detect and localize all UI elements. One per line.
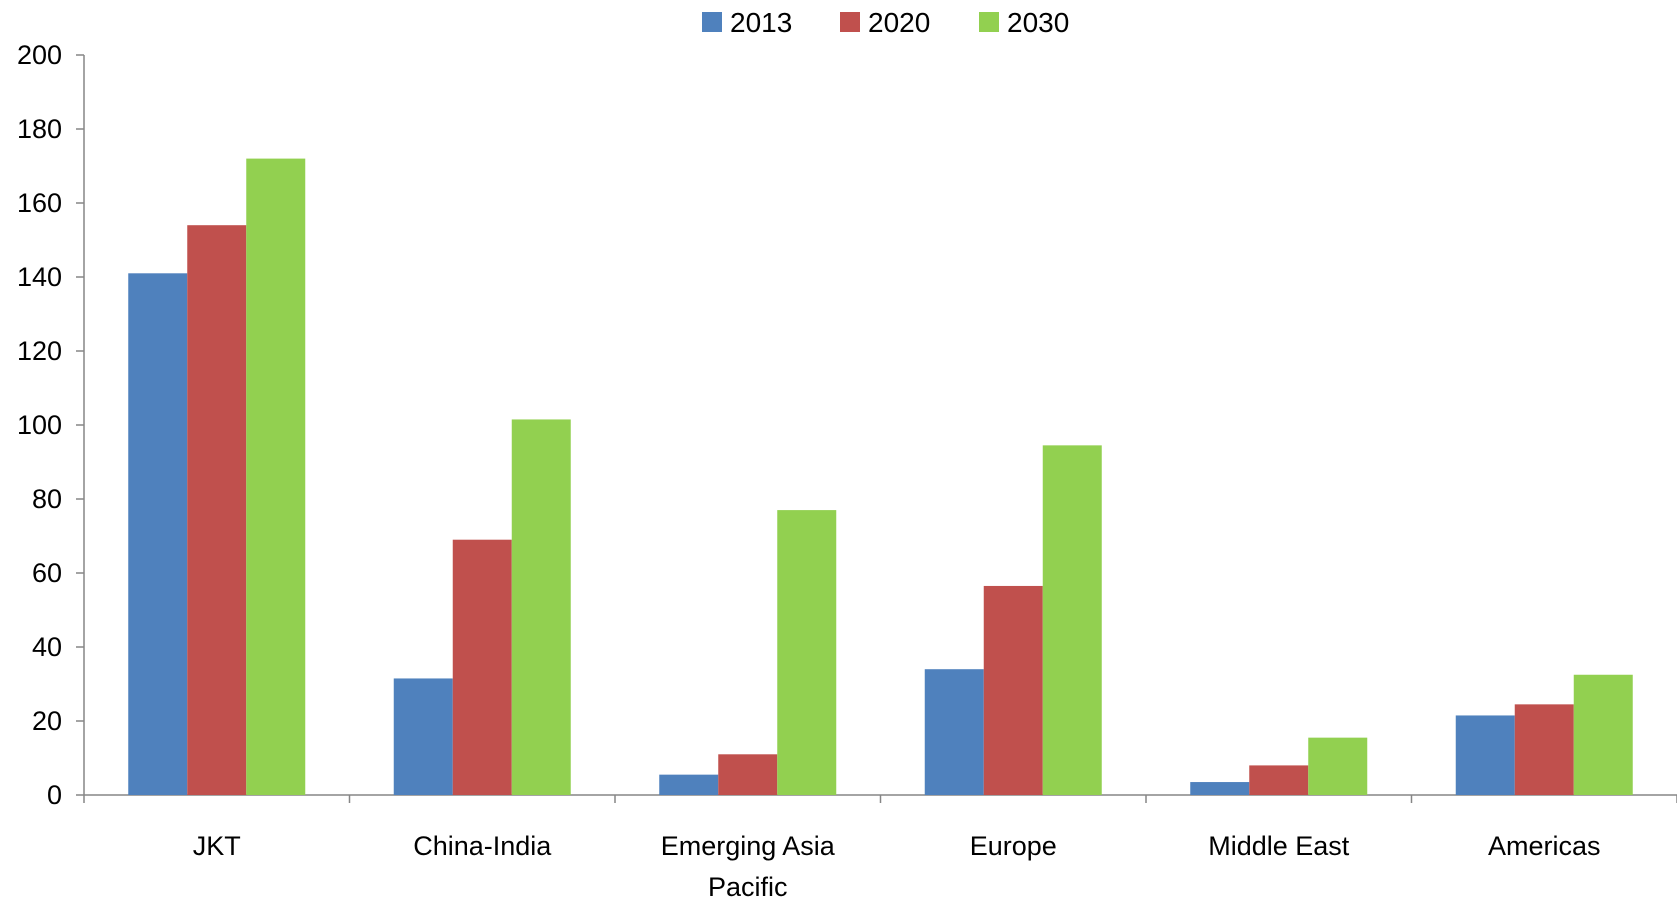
y-tick-label-160: 160: [17, 188, 62, 218]
legend-swatch-2020: [840, 12, 860, 32]
legend-swatch-2013: [702, 12, 722, 32]
x-tick-label-line: Americas: [1488, 831, 1601, 861]
x-tick-label-line: China-India: [413, 831, 552, 861]
x-tick-label-line: Pacific: [708, 872, 788, 901]
bar-china-india-2030: [511, 419, 571, 795]
x-tick-label-americas: Americas: [1488, 831, 1601, 861]
bar-middle-east-2030: [1308, 737, 1368, 795]
legend-label-2030: 2030: [1007, 7, 1069, 38]
y-axis: 0 20 40 60 80 100 120 140 160 180 200: [17, 40, 85, 810]
y-tick-label-80: 80: [32, 484, 62, 514]
x-tick-label-jkt: JKT: [193, 831, 241, 861]
x-tick-label-line: Middle East: [1208, 831, 1350, 861]
legend: 2013 2020 2030: [702, 7, 1069, 38]
bar-europe-2030: [1042, 445, 1102, 795]
y-tick-label-20: 20: [32, 706, 62, 736]
bar-emerging-asia-pacific-2020: [718, 754, 778, 795]
x-tick-label-europe: Europe: [970, 831, 1057, 861]
bar-jkt-2030: [246, 158, 306, 796]
y-tick-label-200: 200: [17, 40, 62, 70]
y-tick-label-0: 0: [47, 780, 62, 810]
bars: [128, 158, 1633, 796]
bar-jkt-2020: [187, 225, 247, 795]
y-tick-label-120: 120: [17, 336, 62, 366]
x-tick-label-line: JKT: [193, 831, 241, 861]
x-tick-label-line: Emerging Asia: [661, 831, 836, 861]
bar-americas-2013: [1455, 715, 1515, 795]
bar-emerging-asia-pacific-2030: [777, 510, 837, 795]
y-tick-label-140: 140: [17, 262, 62, 292]
legend-swatch-2030: [979, 12, 999, 32]
bar-middle-east-2013: [1190, 782, 1250, 795]
x-axis: JKT China-India Emerging Asia Pacific Europe…: [83, 794, 1677, 901]
y-tick-label-100: 100: [17, 410, 62, 440]
x-tick-label-middle-east: Middle East: [1208, 831, 1350, 861]
bar-china-india-2013: [393, 678, 453, 795]
legend-label-2020: 2020: [868, 7, 930, 38]
y-tick-label-180: 180: [17, 114, 62, 144]
x-tick-label-emerging-asia-pacific: Emerging Asia Pacific: [661, 831, 836, 901]
bar-americas-2030: [1573, 674, 1633, 795]
x-tick-label-china-india: China-India: [413, 831, 552, 861]
bar-europe-2020: [983, 585, 1043, 795]
y-tick-label-40: 40: [32, 632, 62, 662]
bar-emerging-asia-pacific-2013: [659, 774, 719, 795]
bar-middle-east-2020: [1249, 765, 1309, 795]
bar-europe-2013: [924, 669, 984, 795]
bar-jkt-2013: [128, 273, 188, 795]
y-tick-label-60: 60: [32, 558, 62, 588]
bar-china-india-2020: [452, 539, 512, 795]
bar-americas-2020: [1514, 704, 1574, 795]
x-tick-label-line: Europe: [970, 831, 1057, 861]
legend-label-2013: 2013: [730, 7, 792, 38]
